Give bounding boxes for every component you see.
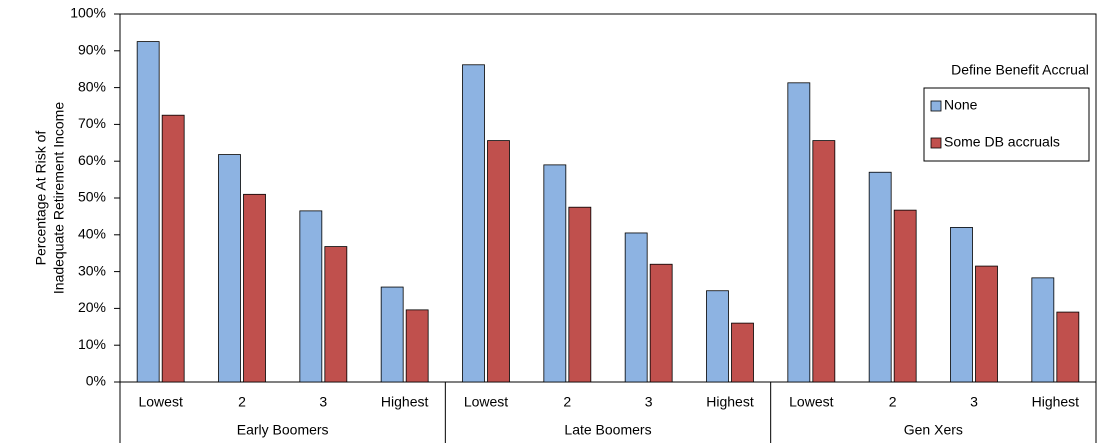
bar — [568, 206, 592, 383]
y-tick-label: 10% — [78, 336, 106, 352]
y-tick-label: 30% — [78, 262, 106, 278]
bar — [161, 114, 185, 383]
bar — [136, 41, 160, 383]
y-tick-label: 20% — [78, 299, 106, 315]
bar — [487, 140, 510, 383]
bar — [950, 227, 973, 383]
x-tick-label: 2 — [563, 394, 571, 410]
legend-box — [923, 87, 1090, 162]
bar — [893, 209, 917, 383]
y-tick-label: 80% — [78, 78, 106, 94]
y-tick-label: 100% — [70, 5, 106, 21]
x-tick-label: 3 — [970, 394, 978, 410]
legend-swatch — [930, 100, 942, 112]
x-tick-label: 2 — [238, 394, 246, 410]
bar — [543, 164, 567, 383]
y-tick-label: 70% — [78, 115, 106, 131]
x-tick-label: Highest — [381, 394, 429, 410]
group-label: Gen Xers — [904, 422, 963, 438]
legend-title: Define Benefit Accrual — [951, 62, 1089, 78]
bar — [405, 309, 429, 383]
y-tick-label: 60% — [78, 152, 106, 168]
bar — [812, 140, 836, 383]
y-tick-label: 50% — [78, 189, 106, 205]
x-tick-label: 2 — [889, 394, 897, 410]
bar — [787, 82, 811, 383]
bar — [299, 210, 323, 383]
bar — [380, 286, 404, 383]
bar — [975, 265, 998, 383]
bar — [1056, 311, 1080, 383]
x-tick-label: Highest — [1032, 394, 1080, 410]
y-tick-label: 0% — [86, 373, 106, 389]
x-tick-label: Highest — [706, 394, 754, 410]
legend-label: None — [944, 97, 978, 113]
bar — [868, 171, 892, 383]
y-tick-label: 90% — [78, 42, 106, 58]
bar — [649, 263, 673, 383]
bar — [1031, 277, 1055, 383]
x-tick-label: 3 — [319, 394, 327, 410]
x-tick-label: 3 — [645, 394, 653, 410]
x-tick-label: Lowest — [464, 394, 508, 410]
legend-swatch — [930, 137, 942, 149]
x-tick-label: Lowest — [138, 394, 182, 410]
y-tick-label: 40% — [78, 226, 106, 242]
bar — [218, 154, 241, 383]
bar — [731, 322, 754, 383]
bar — [324, 246, 348, 383]
group-label: Early Boomers — [237, 422, 329, 438]
bar — [243, 193, 266, 383]
x-tick-label: Lowest — [789, 394, 833, 410]
y-axis-label: Inadequate Retirement Income — [51, 102, 67, 294]
group-label: Late Boomers — [564, 422, 651, 438]
y-axis-label: Percentage At Risk of — [33, 131, 49, 266]
legend-label: Some DB accruals — [944, 134, 1060, 150]
bar — [706, 290, 729, 383]
bar — [624, 232, 648, 383]
plot-area — [119, 13, 1097, 383]
bar — [462, 64, 485, 383]
